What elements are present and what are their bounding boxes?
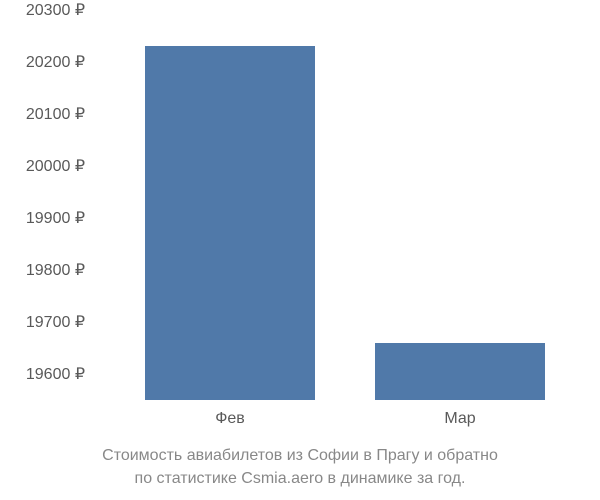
plot-area: [95, 10, 585, 400]
y-tick-label: 20300 ₽: [26, 0, 85, 20]
y-tick-label: 20200 ₽: [26, 52, 85, 72]
price-chart: 20300 ₽ 20200 ₽ 20100 ₽ 20000 ₽ 19900 ₽ …: [0, 0, 600, 500]
caption-line: Стоимость авиабилетов из Софии в Прагу и…: [0, 445, 600, 467]
caption-line: по статистике Csmia.aero в динамике за г…: [0, 468, 600, 490]
bar-mar: [375, 343, 545, 400]
y-tick-label: 20100 ₽: [26, 104, 85, 124]
x-tick-label: Мар: [444, 410, 475, 428]
y-tick-label: 19700 ₽: [26, 312, 85, 332]
y-tick-label: 19800 ₽: [26, 260, 85, 280]
x-axis: Фев Мар: [95, 400, 585, 440]
y-axis: 20300 ₽ 20200 ₽ 20100 ₽ 20000 ₽ 19900 ₽ …: [0, 0, 95, 400]
chart-caption: Стоимость авиабилетов из Софии в Прагу и…: [0, 445, 600, 490]
y-tick-label: 19900 ₽: [26, 208, 85, 228]
x-tick-label: Фев: [215, 410, 245, 428]
bar-feb: [145, 46, 315, 400]
y-tick-label: 20000 ₽: [26, 156, 85, 176]
y-tick-label: 19600 ₽: [26, 364, 85, 384]
